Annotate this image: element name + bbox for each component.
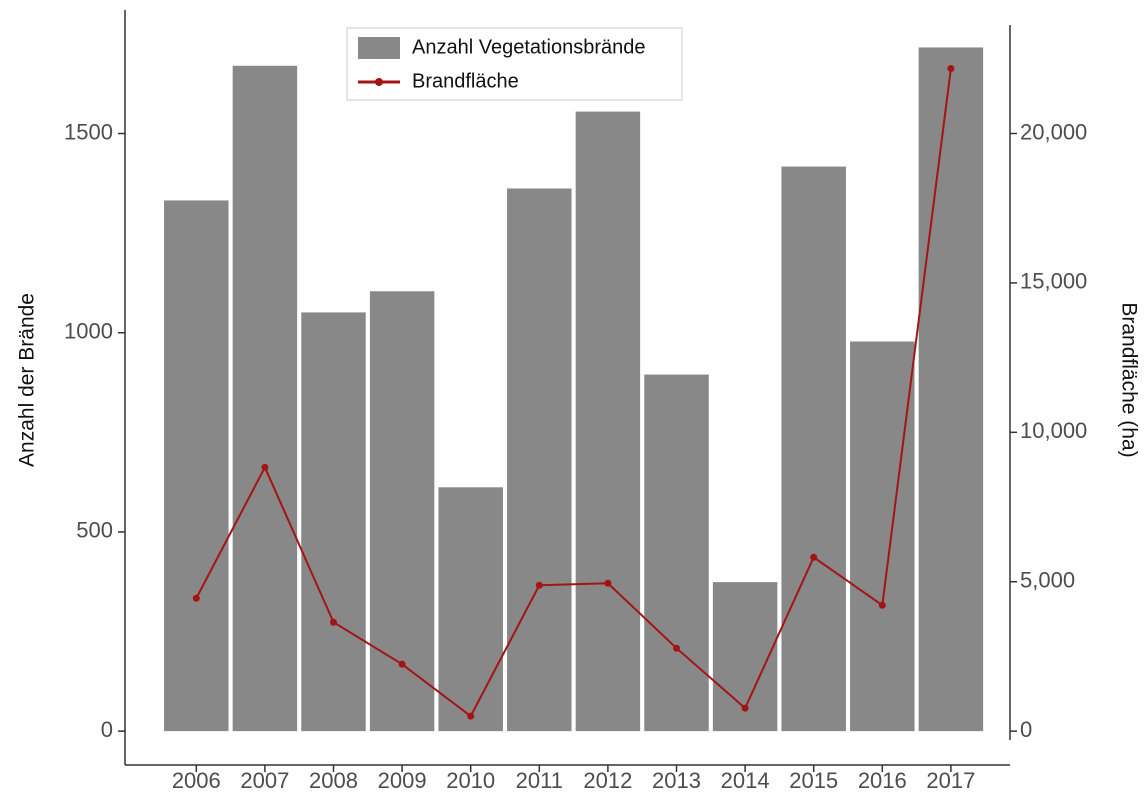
bar <box>575 111 641 732</box>
point <box>947 65 955 73</box>
y-tick-label: 0 <box>101 717 113 742</box>
point <box>604 579 612 587</box>
line <box>195 68 952 718</box>
y-tick-label: 1500 <box>64 119 113 144</box>
bar <box>301 312 366 732</box>
y2-tick-label: 15,000 <box>1020 269 1087 294</box>
bar <box>438 487 503 732</box>
legend-label: Brandfläche <box>412 70 519 92</box>
x-tick-label: 2009 <box>378 768 427 793</box>
y-tick-label: 1000 <box>64 319 113 344</box>
point <box>330 618 337 626</box>
x-tick-label: 2006 <box>172 768 221 793</box>
legend-box <box>346 27 683 101</box>
bar <box>850 341 915 732</box>
bar <box>232 65 298 732</box>
point <box>810 553 818 561</box>
x-tick-label: 2007 <box>240 768 289 793</box>
legend-swatch <box>375 78 383 86</box>
point <box>261 463 269 471</box>
y2-tick-label: 5,000 <box>1020 568 1075 593</box>
bar <box>781 166 846 732</box>
y2-tick-label: 20,000 <box>1020 119 1087 144</box>
x-tick-label: 2010 <box>446 768 495 793</box>
bar <box>369 291 435 732</box>
point <box>878 601 886 609</box>
x-tick-label: 2011 <box>516 768 563 793</box>
bar <box>164 200 229 732</box>
x-tick-label: 2017 <box>926 768 975 793</box>
point <box>467 712 475 720</box>
x-tick-label: 2016 <box>858 768 907 793</box>
x-tick-label: 2013 <box>652 768 701 793</box>
y-tick-label: 500 <box>76 518 113 543</box>
y2-axis-label: Brandfläche (ha) <box>1117 302 1140 457</box>
bar <box>644 374 709 732</box>
bar <box>507 188 572 732</box>
point <box>741 704 749 712</box>
x-tick-label: 2012 <box>583 768 632 793</box>
y2-tick-label: 10,000 <box>1020 418 1087 443</box>
point <box>398 660 406 668</box>
x-tick-label: 2015 <box>789 768 838 793</box>
y-axis-label: Anzahl der Brände <box>16 293 39 467</box>
x-tick-label: 2014 <box>721 768 770 793</box>
y2-tick-label: 0 <box>1020 717 1032 742</box>
point <box>673 644 680 652</box>
point <box>535 581 543 589</box>
legend-label: Anzahl Vegetationsbrände <box>412 36 646 58</box>
legend-swatch <box>358 37 400 59</box>
point <box>192 594 200 602</box>
x-tick-label: 2008 <box>309 768 358 793</box>
bar <box>918 47 984 732</box>
